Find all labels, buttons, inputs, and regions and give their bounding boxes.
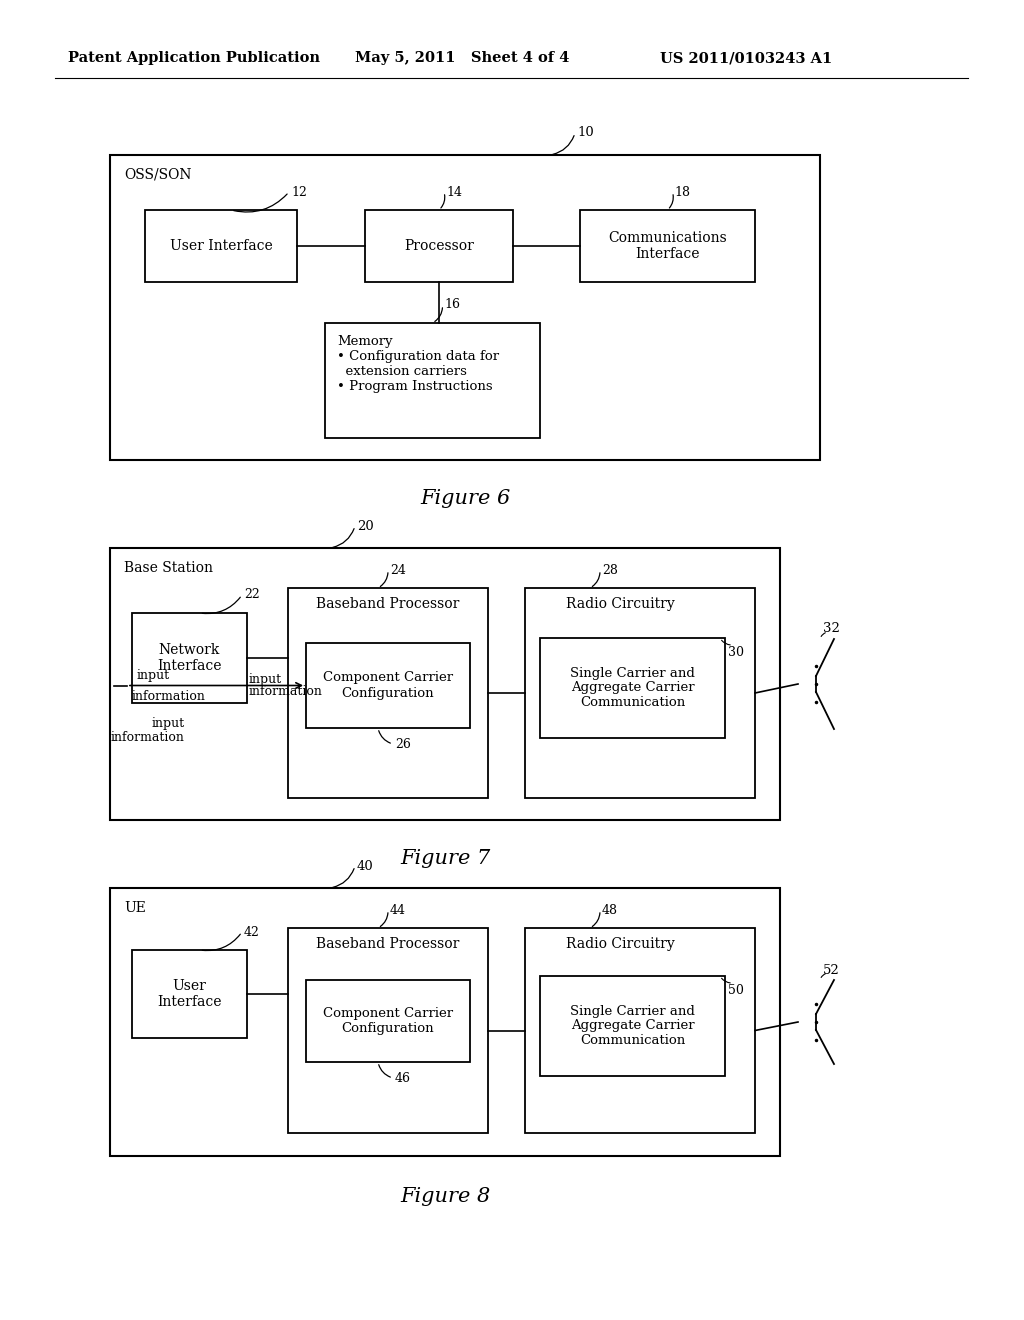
Text: input: input [137,669,170,682]
Text: 50: 50 [728,983,743,997]
Text: 24: 24 [390,564,406,577]
Bar [580,210,755,282]
Bar [145,210,297,282]
Text: User Interface: User Interface [170,239,272,253]
Text: 30: 30 [728,645,744,659]
Text: 40: 40 [357,859,374,873]
Text: Component Carrier
Configuration: Component Carrier Configuration [323,672,453,700]
Bar [540,638,725,738]
Text: input: input [152,717,184,730]
Text: 10: 10 [577,127,594,140]
Text: US 2011/0103243 A1: US 2011/0103243 A1 [660,51,833,65]
Text: 44: 44 [390,903,406,916]
Text: 14: 14 [446,186,462,198]
Bar [110,154,820,459]
Text: Patent Application Publication: Patent Application Publication [68,51,319,65]
Text: 48: 48 [602,903,618,916]
Text: Baseband Processor: Baseband Processor [316,937,460,950]
Bar [306,979,470,1063]
Text: 26: 26 [395,738,411,751]
Text: Radio Circuitry: Radio Circuitry [565,597,675,611]
Text: 46: 46 [395,1072,411,1085]
Text: Network
Interface: Network Interface [158,643,222,673]
Text: Base Station: Base Station [124,561,213,576]
Text: 32: 32 [823,623,840,635]
Text: 18: 18 [675,186,690,198]
Text: 52: 52 [823,964,840,977]
Bar [306,643,470,729]
Text: Radio Circuitry: Radio Circuitry [565,937,675,950]
Text: Memory
• Configuration data for
  extension carriers
• Program Instructions: Memory • Configuration data for extensio… [337,335,499,393]
Text: Single Carrier and
Aggregate Carrier
Communication: Single Carrier and Aggregate Carrier Com… [570,1005,695,1048]
Text: User
Interface: User Interface [158,979,222,1008]
Text: OSS/SON: OSS/SON [124,168,191,182]
Text: Baseband Processor: Baseband Processor [316,597,460,611]
Bar [325,323,540,438]
Text: Single Carrier and
Aggregate Carrier
Communication: Single Carrier and Aggregate Carrier Com… [570,667,695,710]
Text: 20: 20 [357,520,374,532]
Text: information: information [132,690,206,704]
Text: May 5, 2011   Sheet 4 of 4: May 5, 2011 Sheet 4 of 4 [355,51,569,65]
Bar [540,975,725,1076]
Text: information: information [111,731,184,744]
Bar [132,950,247,1038]
Text: 22: 22 [244,589,260,602]
Text: 28: 28 [602,564,617,577]
Bar [525,928,755,1133]
Bar [110,548,780,820]
Text: information: information [249,685,323,698]
Bar [525,587,755,799]
Text: Figure 7: Figure 7 [400,849,490,867]
Bar [288,587,488,799]
Text: UE: UE [124,902,145,915]
Text: Component Carrier
Configuration: Component Carrier Configuration [323,1007,453,1035]
Text: 12: 12 [291,186,307,198]
Text: 16: 16 [444,298,461,312]
Text: Communications
Interface: Communications Interface [608,231,727,261]
Text: Figure 6: Figure 6 [420,488,510,507]
Bar [110,888,780,1156]
Bar [288,928,488,1133]
Text: Figure 8: Figure 8 [400,1187,490,1205]
Text: input: input [249,673,283,686]
Text: 42: 42 [244,925,260,939]
Bar [365,210,513,282]
Text: Processor: Processor [404,239,474,253]
Bar [132,612,247,704]
